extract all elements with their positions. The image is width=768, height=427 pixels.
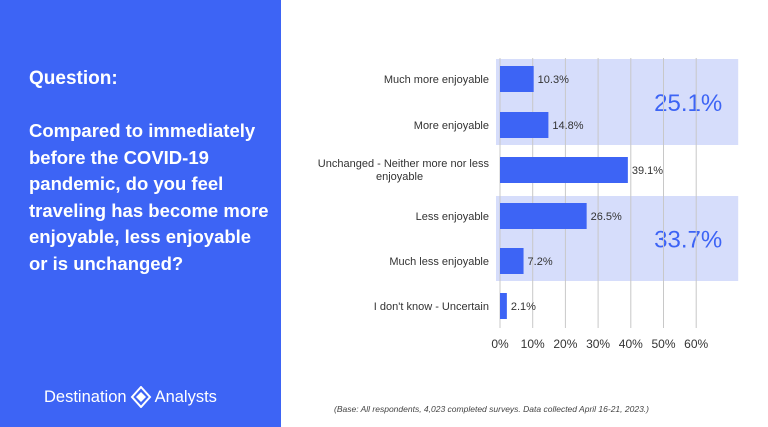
x-tick-label: 40% — [619, 337, 643, 351]
x-tick-label: 30% — [586, 337, 610, 351]
value-label: 14.8% — [552, 120, 583, 132]
question-label: Question: — [29, 68, 118, 89]
x-tick-label: 0% — [491, 337, 509, 351]
group-total-label: 25.1% — [654, 90, 722, 117]
x-tick-label: 20% — [553, 337, 577, 351]
left-panel: Question: Compared to immediately before… — [0, 0, 281, 427]
value-label: 10.3% — [538, 74, 569, 86]
diamond-logo-icon — [130, 386, 151, 408]
x-tick-label: 10% — [521, 337, 545, 351]
category-label: Unchanged - Neither more nor less enjoyab… — [318, 158, 490, 183]
group-total-label: 33.7% — [654, 227, 722, 254]
value-label: 26.5% — [591, 211, 622, 223]
bar — [500, 112, 549, 138]
brand-name-right: Analysts — [154, 387, 217, 406]
category-label: Much less enjoyable — [389, 256, 489, 268]
x-tick-label: 60% — [684, 337, 708, 351]
bar — [500, 248, 524, 274]
value-label: 2.1% — [511, 301, 536, 313]
bar — [500, 293, 507, 319]
brand-name-left: Destination — [44, 387, 127, 406]
value-label: 7.2% — [528, 256, 553, 268]
question-text: Compared to immediately before the COVID… — [29, 120, 269, 274]
bar-chart: 25.1% 33.7% 10.3% Much more enjoyable 14.8% M… — [318, 58, 739, 351]
category-label: Much more enjoyable — [384, 74, 489, 86]
bar — [500, 203, 587, 229]
value-label: 39.1% — [632, 165, 663, 177]
bar — [500, 66, 534, 92]
category-label: More enjoyable — [414, 120, 489, 132]
brand-logo: Destination Analysts — [44, 386, 217, 408]
footnote: (Base: All respondents, 4,023 completed … — [334, 404, 649, 414]
bar — [500, 157, 628, 183]
category-label: I don't know - Uncertain — [374, 301, 489, 313]
category-label: Less enjoyable — [416, 211, 489, 223]
x-tick-label: 50% — [651, 337, 675, 351]
